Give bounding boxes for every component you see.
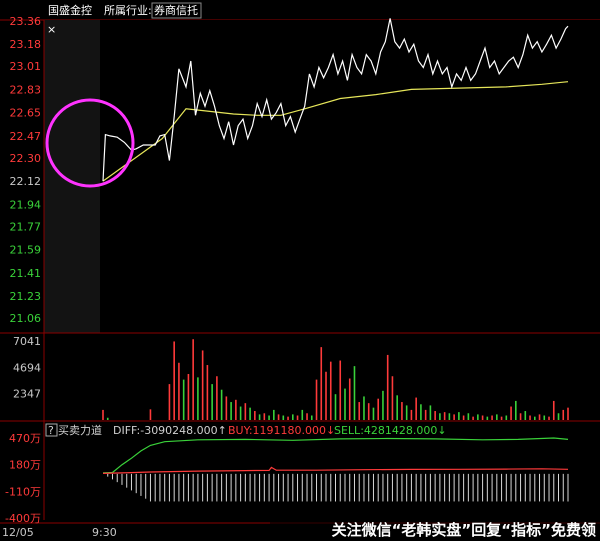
time-label: 9:30 — [92, 526, 117, 539]
diff-readout: DIFF:-3090248.000↑ — [113, 424, 227, 437]
price-tick: 22.65 — [10, 107, 42, 120]
indicator-tick: -400万 — [5, 512, 41, 525]
price-tick: 22.47 — [10, 130, 42, 143]
average-price-line — [102, 81, 569, 182]
stock-name: 国盛金控 — [48, 3, 92, 17]
volume-tick: 4694 — [13, 361, 41, 374]
close-icon[interactable]: × — [47, 23, 56, 36]
sector-tab-border[interactable] — [151, 2, 202, 19]
buy-readout: BUY:1191180.000↓ — [228, 424, 335, 437]
date-label: 12/05 — [2, 526, 34, 539]
volume-axis: 7041 4694 2347 — [13, 335, 41, 401]
price-tick: 21.06 — [10, 312, 42, 325]
price-tick: 23.18 — [10, 38, 42, 51]
price-tick: 21.59 — [10, 244, 42, 257]
indicator-tick: -110万 — [5, 485, 41, 498]
volume-tick: 7041 — [13, 335, 41, 348]
price-tick: 22.83 — [10, 83, 42, 96]
price-tick: 21.77 — [10, 220, 42, 233]
help-icon-border[interactable] — [45, 423, 58, 437]
sell-readout: SELL:4281428.000↓ — [334, 424, 447, 437]
price-tick: 22.12 — [10, 175, 42, 188]
price-axis: 23.36 23.18 23.01 22.83 22.65 22.47 22.30 22.12… — [10, 15, 42, 325]
diff-bars — [107, 473, 569, 502]
price-tick: 23.36 — [10, 15, 42, 28]
volume-bars — [102, 339, 569, 420]
indicator-tick: 180万 — [9, 459, 41, 472]
indicator-axis: 470万 180万 -110万 -400万 — [5, 432, 41, 525]
price-tick: 23.01 — [10, 60, 42, 73]
price-tick: 21.41 — [10, 267, 42, 280]
price-tick: 21.94 — [10, 198, 42, 211]
watermark: 关注微信“老韩实盘”回复“指标”免费领 — [332, 521, 596, 539]
price-tick: 21.23 — [10, 290, 42, 303]
sell-line — [102, 437, 569, 474]
preopen-shade — [44, 20, 100, 333]
help-icon[interactable]: ? — [48, 424, 54, 437]
price-line — [102, 18, 569, 182]
indicator-tick: 470万 — [9, 432, 41, 445]
industry-label: 所属行业: — [104, 4, 152, 17]
indicator-name: 买卖力道 — [58, 423, 102, 437]
sector-tab[interactable]: 券商信托 — [154, 3, 198, 17]
volume-tick: 2347 — [13, 388, 41, 401]
buy-line — [102, 466, 569, 474]
price-tick: 22.30 — [10, 152, 42, 165]
highlight-circle — [45, 98, 135, 188]
